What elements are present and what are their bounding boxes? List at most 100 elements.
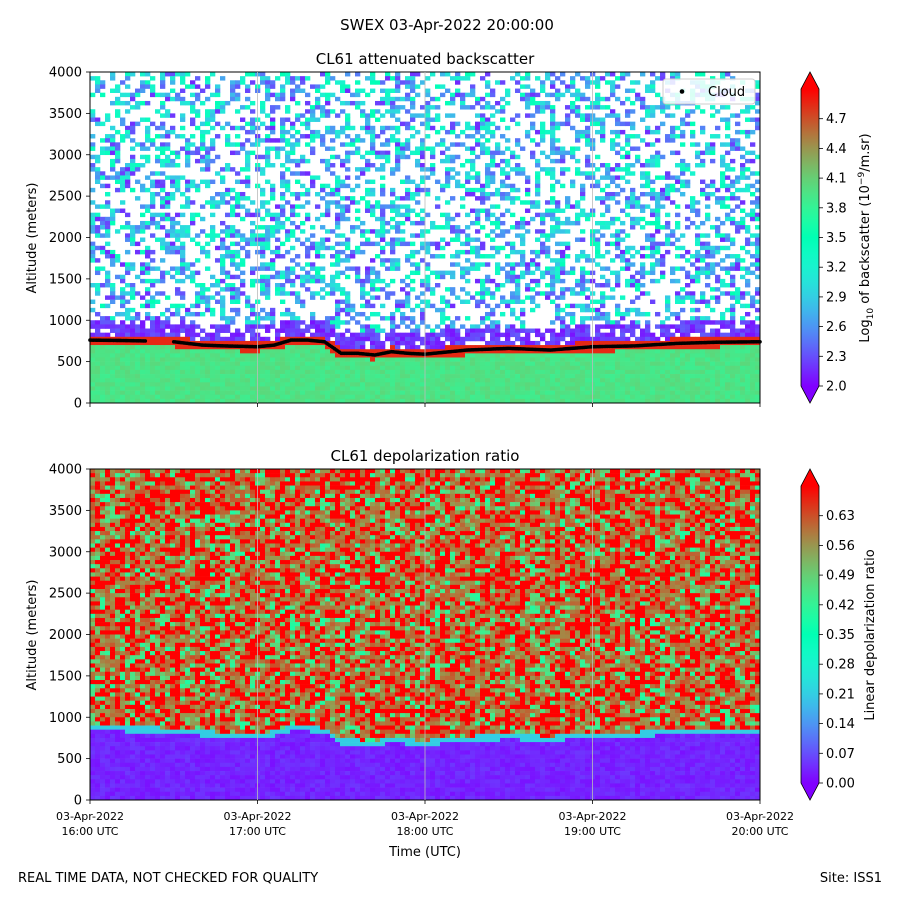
heatmap-cell xyxy=(195,303,201,309)
heatmap-cell xyxy=(580,303,586,309)
heatmap-cell xyxy=(640,117,646,122)
heatmap-cell xyxy=(385,353,391,358)
heatmap-cell xyxy=(440,212,446,218)
heatmap-cell xyxy=(200,291,206,296)
heatmap-cell xyxy=(440,390,446,396)
heatmap-cell xyxy=(650,109,656,114)
heatmap-cell xyxy=(650,278,656,284)
heatmap-cell xyxy=(420,390,426,396)
heatmap-cell xyxy=(115,208,121,213)
heatmap-cell xyxy=(390,208,396,213)
heatmap-cell xyxy=(235,233,241,238)
heatmap-cell xyxy=(615,340,621,346)
heatmap-cell xyxy=(440,125,446,131)
heatmap-cell xyxy=(335,324,341,329)
heatmap-cell xyxy=(125,100,131,106)
heatmap-cell xyxy=(595,84,601,89)
heatmap-cell xyxy=(340,233,346,238)
heatmap-cell xyxy=(505,171,511,176)
heatmap-cell xyxy=(530,121,536,127)
heatmap-cell xyxy=(155,369,161,375)
heatmap-cell xyxy=(490,324,496,329)
heatmap-cell xyxy=(540,109,546,114)
heatmap-cell xyxy=(305,374,311,379)
heatmap-cell xyxy=(510,266,516,271)
heatmap-cell xyxy=(215,100,221,106)
heatmap-cell xyxy=(120,378,126,383)
heatmap-cell xyxy=(315,241,321,247)
heatmap-cell xyxy=(235,369,241,375)
heatmap-cell xyxy=(635,96,641,102)
heatmap-cell xyxy=(250,100,256,106)
heatmap-cell xyxy=(325,109,331,114)
heatmap-cell xyxy=(280,291,286,296)
heatmap-cell xyxy=(510,249,516,255)
heatmap-cell xyxy=(555,332,561,338)
heatmap-cell xyxy=(320,328,326,333)
heatmap-cell xyxy=(230,88,236,93)
heatmap-cell xyxy=(340,163,346,168)
heatmap-cell xyxy=(520,200,526,205)
heatmap-cell xyxy=(130,357,136,362)
heatmap-cell xyxy=(285,274,291,280)
heatmap-cell xyxy=(385,96,391,102)
heatmap-cell xyxy=(640,191,646,197)
heatmap-cell xyxy=(270,121,276,127)
heatmap-cell xyxy=(425,146,431,151)
heatmap-cell xyxy=(625,349,631,354)
heatmap-cell xyxy=(505,398,511,404)
heatmap-cell xyxy=(105,398,111,404)
heatmap-cell xyxy=(265,113,271,118)
heatmap-cell xyxy=(325,125,331,131)
heatmap-cell xyxy=(370,113,376,118)
heatmap-cell xyxy=(360,88,366,93)
heatmap-cell xyxy=(430,117,436,122)
heatmap-cell xyxy=(465,394,471,400)
heatmap-cell xyxy=(390,374,396,379)
heatmap-cell xyxy=(545,345,551,350)
heatmap-cell xyxy=(165,175,171,180)
heatmap-cell xyxy=(530,382,536,387)
heatmap-cell xyxy=(445,398,451,404)
heatmap-cell xyxy=(605,382,611,387)
heatmap-cell xyxy=(365,229,371,234)
heatmap-cell xyxy=(365,386,371,391)
heatmap-cell xyxy=(315,245,321,251)
heatmap-cell xyxy=(415,113,421,118)
heatmap-cell xyxy=(500,398,506,404)
heatmap-cell xyxy=(475,299,481,304)
heatmap-cell xyxy=(605,191,611,197)
heatmap-cell xyxy=(565,220,571,226)
heatmap-cell xyxy=(265,163,271,168)
heatmap-cell xyxy=(550,80,556,85)
heatmap-cell xyxy=(575,129,581,135)
heatmap-cell xyxy=(345,196,351,201)
heatmap-cell xyxy=(475,121,481,127)
heatmap-cell xyxy=(140,117,146,122)
heatmap-cell xyxy=(390,365,396,371)
heatmap-cell xyxy=(435,196,441,201)
heatmap-cell xyxy=(195,361,201,367)
heatmap-cell xyxy=(525,394,531,400)
heatmap-cell xyxy=(280,394,286,400)
heatmap-cell xyxy=(460,365,466,371)
heatmap-cell xyxy=(230,249,236,255)
heatmap-cell xyxy=(420,320,426,325)
heatmap-cell xyxy=(640,208,646,213)
heatmap-cell xyxy=(230,212,236,218)
heatmap-cell xyxy=(500,332,506,338)
heatmap-cell xyxy=(345,88,351,93)
heatmap-cell xyxy=(345,390,351,396)
heatmap-cell xyxy=(615,183,621,189)
heatmap-cell xyxy=(650,332,656,338)
heatmap-cell xyxy=(105,340,111,346)
heatmap-cell xyxy=(130,233,136,238)
heatmap-cell xyxy=(150,361,156,367)
heatmap-cell xyxy=(565,121,571,127)
heatmap-cell xyxy=(125,183,131,189)
heatmap-cell xyxy=(555,378,561,383)
heatmap-cell xyxy=(405,283,411,288)
heatmap-cell xyxy=(320,158,326,164)
heatmap-cell xyxy=(575,146,581,151)
heatmap-cell xyxy=(90,324,96,329)
